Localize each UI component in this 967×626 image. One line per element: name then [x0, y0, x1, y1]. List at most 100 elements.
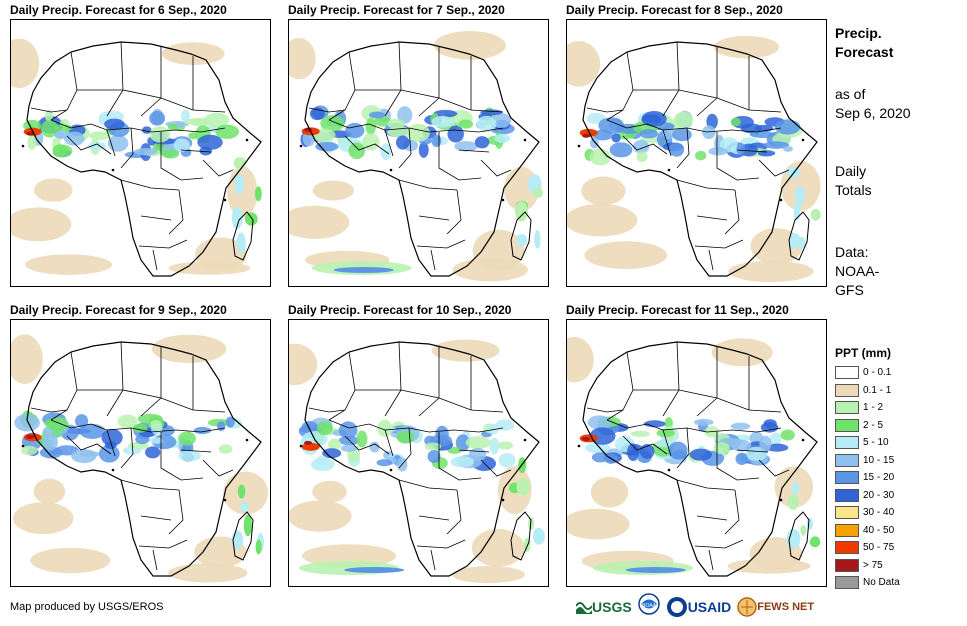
- data-source: Data: NOAA- GFS: [835, 244, 880, 298]
- rain-cell: [458, 119, 474, 129]
- country-border: [77, 89, 226, 113]
- rain-cell: [450, 456, 475, 468]
- island: [299, 144, 303, 148]
- dry-patch: [567, 41, 601, 87]
- east-coast-shower: [515, 201, 528, 222]
- legend-item: 1 - 2: [835, 399, 900, 417]
- legend-item: 2 - 5: [835, 417, 900, 435]
- rain-cell: [134, 147, 158, 156]
- dry-patch: [431, 339, 500, 362]
- country-border: [736, 449, 768, 453]
- country-border: [384, 341, 402, 417]
- rain-cell: [480, 109, 503, 116]
- rain-cell: [149, 437, 163, 444]
- country-border: [606, 51, 634, 121]
- rain-cell: [447, 446, 462, 454]
- dry-patch: [34, 178, 73, 202]
- east-coast-shower: [800, 524, 807, 536]
- precip-map: [288, 19, 549, 287]
- island: [577, 144, 581, 148]
- dry-patch: [728, 260, 814, 282]
- country-border: [696, 515, 728, 521]
- rain-cell: [627, 443, 640, 462]
- rain-cell: [494, 134, 511, 144]
- rain-cell: [328, 438, 342, 451]
- legend-item: 0.1 - 1: [835, 382, 900, 400]
- madagascar-coastline: [232, 211, 254, 261]
- svg-text:NOAA: NOAA: [642, 603, 657, 609]
- rain-cell: [309, 107, 325, 121]
- legend-swatch: [835, 453, 859, 467]
- africa-coastline: [26, 41, 262, 277]
- dry-patch: [11, 38, 40, 89]
- rain-cell: [387, 118, 406, 129]
- country-border: [120, 179, 180, 191]
- country-border: [30, 107, 68, 113]
- rain-cell: [216, 421, 226, 432]
- island: [501, 198, 505, 202]
- rain-cell: [775, 119, 801, 135]
- east-coast-shower: [787, 494, 799, 510]
- rain-cell: [368, 111, 385, 119]
- legend-item: 5 - 10: [835, 434, 900, 452]
- rain-cell: [465, 436, 491, 449]
- country-border: [662, 341, 680, 417]
- precip-map: [288, 319, 549, 587]
- country-border: [586, 107, 624, 113]
- country-border: [398, 127, 412, 169]
- island: [523, 438, 527, 442]
- rain-cell: [656, 428, 675, 438]
- rain-cell: [589, 148, 611, 166]
- country-border: [328, 351, 356, 421]
- southern-rain-band: [344, 567, 405, 573]
- rain-cell: [611, 133, 621, 143]
- east-coast-shower: [516, 478, 531, 496]
- island: [501, 498, 505, 502]
- noaa-logo: NOAA: [637, 593, 660, 620]
- precip-map: [10, 319, 271, 587]
- country-border: [416, 239, 466, 249]
- country-border: [633, 389, 782, 413]
- dry-patch: [567, 336, 594, 383]
- country-border: [355, 89, 504, 113]
- rain-cell: [42, 433, 59, 451]
- rain-cell: [54, 130, 71, 139]
- country-border: [120, 127, 134, 169]
- country-border: [724, 489, 740, 535]
- east-coast-shower: [534, 230, 541, 249]
- country-border: [398, 179, 458, 191]
- southern-rain-band: [333, 267, 394, 273]
- east-coast-shower: [806, 517, 813, 530]
- legend-label: 0.1 - 1: [863, 384, 892, 396]
- country-border: [328, 51, 356, 121]
- dry-patch: [289, 205, 350, 239]
- country-border: [152, 549, 158, 571]
- rain-cell: [418, 141, 429, 158]
- legend-swatch: [835, 488, 859, 502]
- rain-cell: [320, 115, 345, 132]
- rain-cell: [609, 142, 633, 158]
- dry-patch: [590, 476, 629, 508]
- country-border: [676, 479, 736, 491]
- rain-cell: [161, 149, 180, 159]
- rain-cell: [149, 126, 171, 143]
- africa-coastline: [304, 41, 540, 277]
- country-border: [736, 149, 768, 153]
- usgs-wave-icon: [576, 601, 592, 614]
- country-border: [662, 429, 672, 457]
- rain-cell: [75, 414, 89, 429]
- rain-cell: [708, 147, 728, 156]
- rain-cell: [88, 131, 111, 140]
- country-border: [384, 429, 394, 457]
- country-border: [30, 407, 68, 413]
- island: [111, 468, 115, 472]
- country-border: [694, 539, 744, 549]
- rain-cell: [44, 109, 54, 122]
- island: [801, 138, 805, 142]
- legend-label: > 75: [863, 559, 883, 571]
- country-border: [140, 515, 172, 521]
- rain-cell: [746, 446, 768, 461]
- island: [299, 444, 303, 448]
- country-border: [398, 427, 412, 469]
- island: [779, 198, 783, 202]
